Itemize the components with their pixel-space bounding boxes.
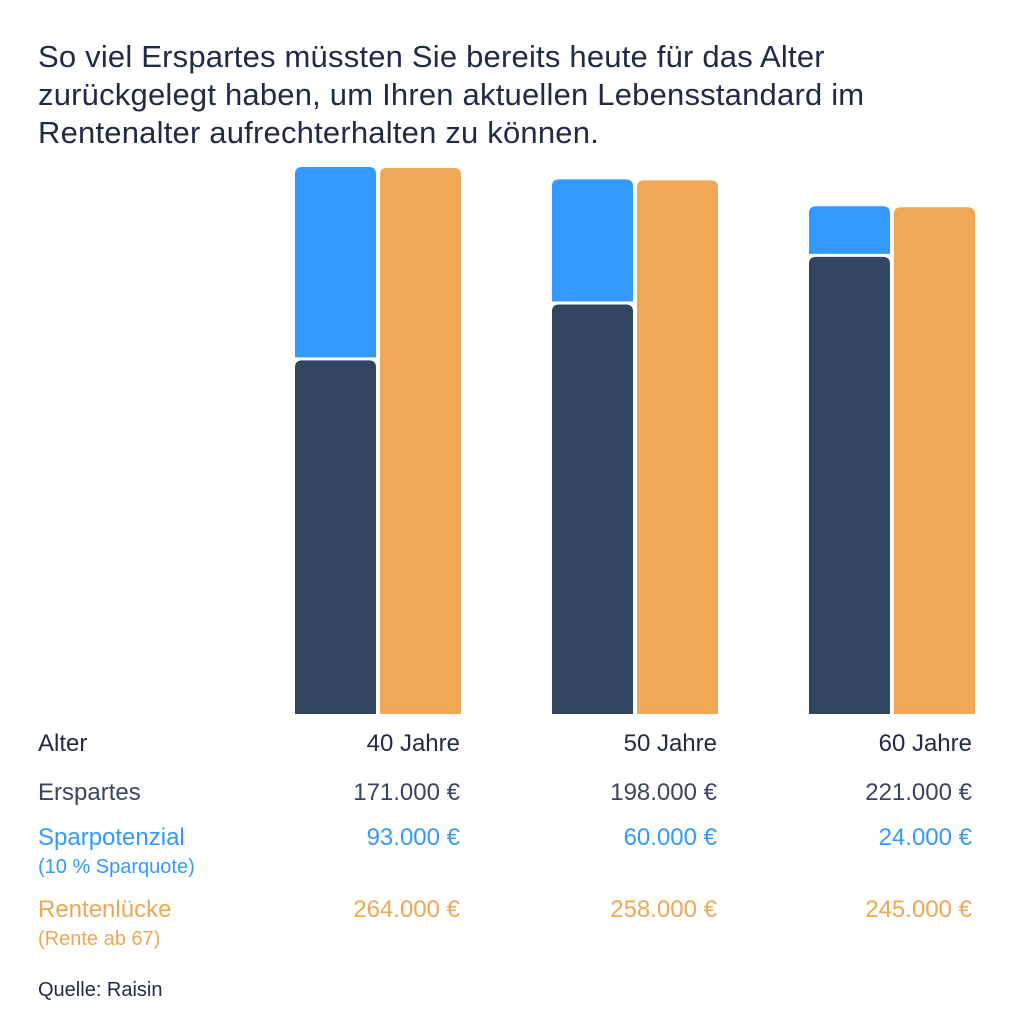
bar-erspartes xyxy=(552,304,633,714)
age-cell: 50 Jahre xyxy=(623,730,717,757)
rentenluecke-cell: 264.000 € xyxy=(353,896,460,923)
bar-erspartes xyxy=(295,360,376,714)
bar-rentenluecke xyxy=(380,168,461,714)
chart-title: So viel Erspartes müssten Sie bereits he… xyxy=(38,39,865,150)
row-label-erspartes: Erspartes xyxy=(38,779,141,806)
rentenluecke-cell: 245.000 € xyxy=(865,896,972,923)
source-note: Quelle: Raisin xyxy=(38,979,163,1001)
row-label-sparpotenzial: Sparpotenzial xyxy=(38,824,185,851)
bar-rentenluecke xyxy=(894,207,975,714)
bar-erspartes xyxy=(809,256,890,714)
age-cell: 60 Jahre xyxy=(878,730,972,757)
bar-rentenluecke xyxy=(637,180,718,715)
erspartes-cell: 198.000 € xyxy=(610,779,717,806)
bar-chart xyxy=(295,167,975,715)
row-label-rentenluecke: Rentenlücke xyxy=(38,896,172,923)
bar-sparpotenzial xyxy=(552,179,633,302)
bar-sparpotenzial xyxy=(809,206,890,254)
age-cell: 40 Jahre xyxy=(366,730,460,757)
bar-sparpotenzial xyxy=(295,167,376,358)
sparpotenzial-cell: 93.000 € xyxy=(366,824,460,851)
rentenluecke-cell: 258.000 € xyxy=(610,896,717,923)
row-sub-rente: (Rente ab 67) xyxy=(38,928,161,950)
row-label-alter: Alter xyxy=(38,730,88,757)
sparpotenzial-cell: 24.000 € xyxy=(878,824,972,851)
erspartes-cell: 171.000 € xyxy=(353,779,460,806)
erspartes-cell: 221.000 € xyxy=(865,779,972,806)
sparpotenzial-cell: 60.000 € xyxy=(623,824,717,851)
row-sub-sparquote: (10 % Sparquote) xyxy=(38,856,195,878)
